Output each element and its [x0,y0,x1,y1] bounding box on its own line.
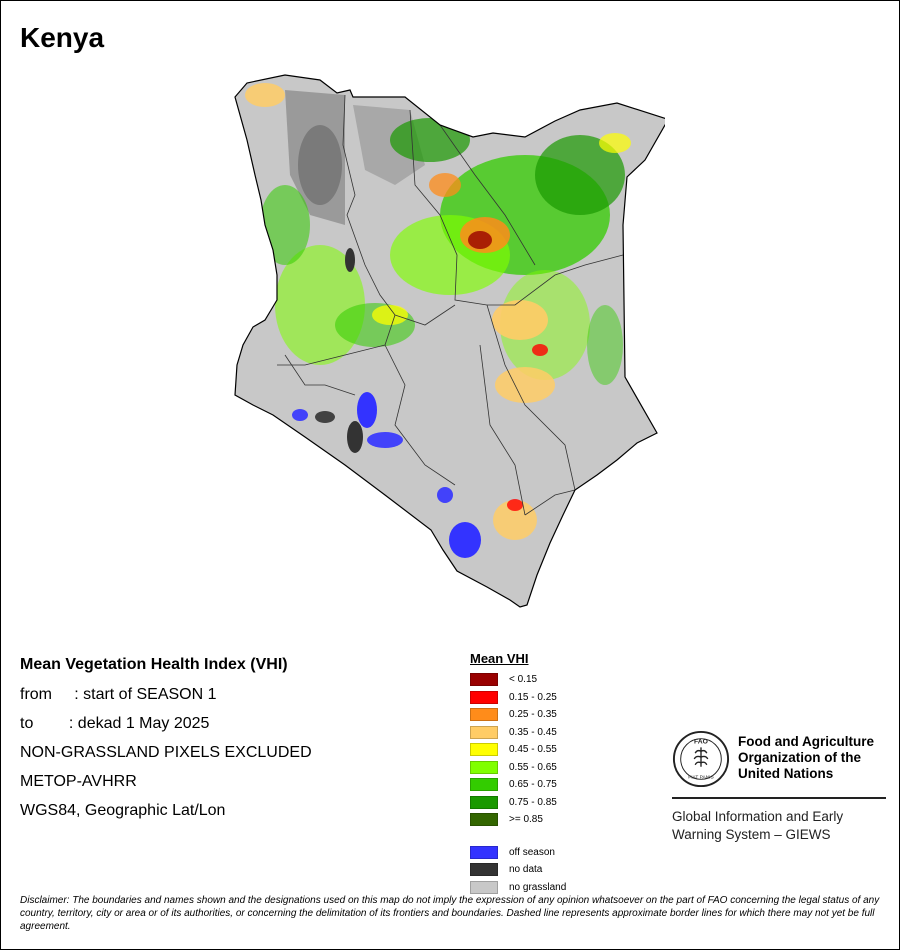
legend-title: Mean VHI [470,651,529,666]
vhi-raster [245,83,631,558]
off-season-area [437,487,453,503]
map-legend: Mean VHI < 0.15 0.15 - 0.25 0.25 - 0.35 0.3… [470,651,650,896]
legend-item: < 0.15 [470,671,650,688]
legend-label: 0.75 - 0.85 [509,796,557,808]
stress-patch [468,231,492,249]
no-data-area [315,411,335,423]
legend-item: 0.75 - 0.85 [470,794,650,811]
projection-info: WGS84, Geographic Lat/Lon [20,802,226,819]
period-end: to : dekad 1 May 2025 [20,715,210,732]
stress-patch [532,344,548,356]
legend-swatch [470,778,498,791]
fao-logo: FAO FIAT PANIS [672,730,730,788]
legend-label: 0.65 - 0.75 [509,779,557,790]
legend-item: >= 0.85 [470,811,650,828]
legend-item: 0.55 - 0.65 [470,759,650,776]
legend-label: 0.55 - 0.65 [509,761,557,773]
legend-label: < 0.15 [509,674,538,685]
divider [672,797,886,799]
legend-label: 0.25 - 0.35 [509,709,557,720]
legend-other: off season no data no grassland [470,844,650,896]
vegetation-patch [535,135,625,215]
vegetation-patch [260,185,310,265]
info-panel: Mean Vegetation Health Index (VHI) from … [20,656,440,831]
map-title: Kenya [20,22,105,53]
legend-label: off season [509,846,555,858]
disclaimer: Disclaimer: The boundaries and names sho… [20,895,880,932]
legend-swatch [470,795,498,809]
legend-label: no grassland [509,881,567,893]
legend-swatch [470,880,498,894]
stress-patch [493,500,537,540]
svg-text:FIAT PANIS: FIAT PANIS [688,774,714,780]
legend-item: 0.15 - 0.25 [470,689,650,706]
legend-swatch [470,760,498,774]
legend-label: >= 0.85 [509,814,543,825]
stress-patch [495,367,555,403]
admin-boundaries [277,94,624,516]
legend-label: 0.35 - 0.45 [509,726,557,738]
stress-patch [599,133,631,153]
giews-name: Global Information and Early Warning Sys… [672,809,844,842]
legend-item: 0.35 - 0.45 [470,724,650,741]
organization-name: Food and Agriculture Organization of the… [738,734,874,781]
vegetation-patch [390,118,470,162]
off-season-area [449,522,481,558]
legend-item: no data [470,861,650,878]
stress-patch [429,173,461,197]
legend-label: no data [509,864,543,875]
vegetation-patch [587,305,623,385]
legend-item: 0.65 - 0.75 [470,776,650,793]
no-data-area [298,125,342,205]
vhi-map [234,74,665,608]
period-start: from : start of SEASON 1 [20,686,217,703]
legend-swatch [470,813,498,826]
legend-swatch [470,863,498,876]
off-season-area [292,409,308,421]
stress-patch [507,499,523,511]
svg-text:FAO: FAO [694,739,708,746]
legend-swatch [470,708,498,721]
stress-patch [492,300,548,340]
legend-label: 0.45 - 0.55 [509,744,557,755]
off-season-area [367,432,403,448]
legend-label: 0.15 - 0.25 [509,691,557,703]
stress-patch [372,305,408,325]
legend-item: off season [470,844,650,861]
legend-item: 0.25 - 0.35 [470,706,650,723]
legend-swatch [470,845,498,859]
sensor-name: METOP-AVHRR [20,773,137,790]
legend-swatch [470,690,498,704]
legend-item: no grassland [470,879,650,896]
legend-swatch [470,725,498,739]
index-title: Mean Vegetation Health Index (VHI) [20,656,288,673]
legend-swatch [470,673,498,686]
legend-classes: < 0.15 0.15 - 0.25 0.25 - 0.35 0.35 - 0.45 0… [470,671,650,828]
stress-patch [245,83,285,107]
off-season-area [357,392,377,428]
no-data-area [345,248,355,272]
no-data-area [347,421,363,453]
legend-item: 0.45 - 0.55 [470,741,650,758]
fao-branding: FAO FIAT PANIS Food and Agriculture Orga… [672,730,892,844]
exclusion-note: NON-GRASSLAND PIXELS EXCLUDED [20,744,312,761]
legend-swatch [470,743,498,756]
